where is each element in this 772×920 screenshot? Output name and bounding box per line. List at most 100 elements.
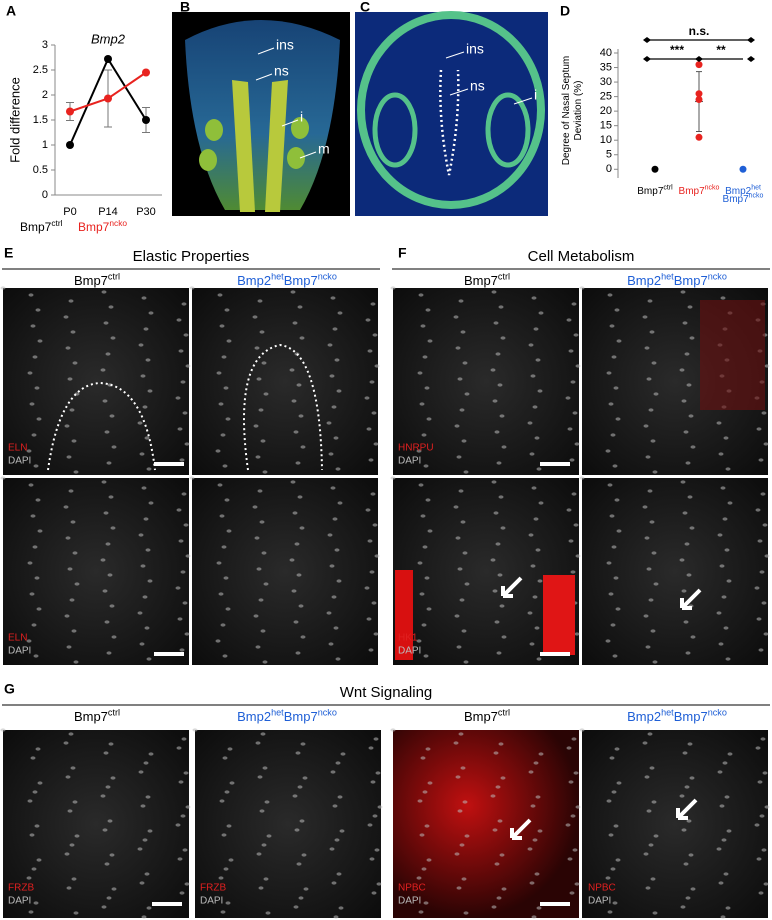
nucleus — [337, 795, 343, 799]
nucleus — [647, 732, 653, 736]
data-point — [695, 96, 703, 104]
nucleus — [221, 545, 227, 549]
nucleus — [648, 598, 654, 602]
nucleus — [491, 290, 497, 294]
nucleus — [419, 833, 425, 837]
nucleus — [300, 635, 306, 639]
nucleus — [686, 383, 692, 387]
nucleus — [110, 526, 116, 530]
nucleus — [140, 804, 146, 808]
nucleus — [219, 514, 225, 518]
nucleus — [291, 589, 297, 593]
nucleus — [720, 486, 726, 490]
nucleus — [419, 402, 425, 406]
data-point — [695, 133, 703, 141]
nucleus — [327, 343, 333, 347]
pointer-line — [255, 73, 273, 81]
nucleus — [501, 887, 507, 891]
nucleus — [326, 611, 332, 615]
nucleus — [374, 848, 380, 852]
panel-letter: D — [560, 3, 570, 19]
nucleus — [366, 617, 372, 621]
micrograph — [192, 288, 378, 475]
nucleus — [64, 424, 70, 428]
nucleus — [177, 617, 183, 621]
molar — [205, 119, 223, 141]
nucleus — [759, 570, 765, 574]
nucleus — [26, 449, 32, 453]
nucleus — [289, 558, 295, 562]
nucleus — [103, 751, 109, 755]
nucleus — [684, 542, 690, 546]
nucleus — [293, 620, 299, 624]
nucleus — [301, 853, 307, 857]
nucleus — [500, 336, 506, 340]
nucleus — [139, 452, 145, 456]
label-superscript: het — [661, 708, 674, 718]
nucleus — [721, 595, 727, 599]
nucleus — [682, 751, 688, 755]
y-tick-label: 3 — [42, 39, 48, 51]
nucleus — [538, 311, 544, 315]
nucleus — [493, 511, 499, 515]
nucleus — [36, 417, 42, 421]
nucleus — [180, 814, 186, 818]
nucleus — [68, 489, 74, 493]
data-point — [104, 55, 112, 63]
nucleus — [31, 867, 37, 871]
nucleus — [764, 805, 770, 809]
micrograph — [582, 478, 768, 665]
nucleus — [262, 470, 268, 474]
nucleus — [143, 517, 149, 521]
nucleus — [727, 752, 733, 756]
scale-bar — [540, 902, 570, 906]
nucleus — [177, 427, 183, 431]
nucleus — [226, 339, 232, 343]
bracket-end — [747, 56, 755, 62]
nucleus — [530, 564, 536, 568]
nucleus — [337, 501, 343, 505]
nucleus — [340, 752, 346, 756]
nucleus — [223, 576, 229, 580]
nucleus — [105, 352, 111, 356]
nucleus — [0, 728, 6, 732]
nucleus — [148, 752, 154, 756]
data-point — [651, 165, 659, 173]
nucleus — [535, 795, 541, 799]
nucleus — [102, 399, 108, 403]
nucleus — [531, 915, 537, 919]
nucleus — [612, 654, 618, 658]
nucleus — [501, 445, 507, 449]
nucleus — [223, 386, 229, 390]
nucleus — [527, 847, 533, 851]
nucleus — [494, 620, 500, 624]
nucleus — [416, 639, 422, 643]
nucleus — [374, 364, 380, 368]
bracket-end — [643, 37, 651, 43]
nucleus — [606, 799, 612, 803]
nucleus — [225, 607, 231, 611]
nucleus — [495, 352, 501, 356]
nucleus — [458, 299, 464, 303]
stain-label: FRZB — [8, 883, 34, 894]
scale-bar — [154, 462, 184, 466]
nucleus — [103, 321, 109, 325]
nucleus — [689, 526, 695, 530]
pointer-line — [299, 151, 317, 159]
nucleus — [104, 862, 110, 866]
nucleus — [371, 891, 377, 895]
nucleus — [331, 405, 337, 409]
nucleus — [64, 614, 70, 618]
x-tick-label: P14 — [98, 206, 118, 218]
anatomy-label: ins — [276, 37, 294, 53]
hk1-signal — [543, 575, 575, 655]
nucleus — [224, 498, 230, 502]
nucleus — [332, 327, 338, 331]
nucleus — [254, 536, 260, 540]
nucleus — [180, 570, 186, 574]
nucleus — [377, 805, 383, 809]
pointer-line — [513, 97, 533, 105]
nucleus — [453, 741, 459, 745]
nucleus — [102, 589, 108, 593]
nucleus — [461, 877, 467, 881]
